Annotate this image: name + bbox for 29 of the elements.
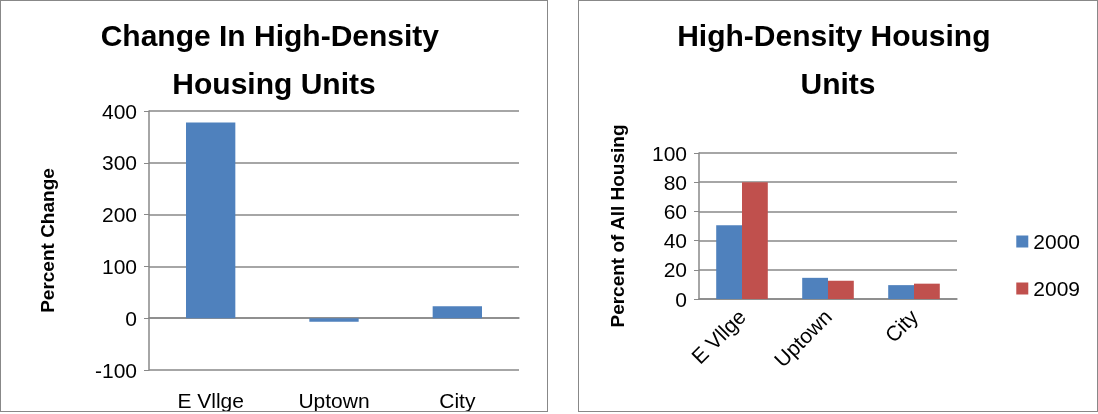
y-tick-label: -100 <box>94 358 137 382</box>
y-tick-label: 80 <box>663 170 687 194</box>
x-tick-label: E Vllge <box>686 304 751 369</box>
bar <box>802 277 828 299</box>
x-tick-label: City <box>880 304 923 347</box>
y-tick-label: 0 <box>675 287 687 311</box>
y-tick-label: 60 <box>663 199 687 223</box>
y-tick-label: 300 <box>101 151 137 175</box>
y-tick-label: 400 <box>101 99 137 123</box>
bar <box>914 283 940 299</box>
y-tick-label: 20 <box>663 258 687 282</box>
legend-label: 2000 <box>1033 230 1080 253</box>
chart-title: High-Density Housing Units <box>677 18 999 100</box>
y-tick-label: 200 <box>101 203 137 227</box>
y-axis-title: Percent of All Housing <box>607 124 628 328</box>
y-tick-label: 100 <box>651 141 687 165</box>
bar <box>828 280 854 299</box>
bar <box>186 122 236 319</box>
chart-title: Change In High-Density Housing Units <box>100 18 448 100</box>
bar <box>888 285 914 299</box>
bar <box>742 182 768 299</box>
bar <box>309 318 359 322</box>
y-axis-title: Percent Change <box>37 168 58 313</box>
bar <box>716 225 742 299</box>
y-tick-label: 100 <box>101 254 137 278</box>
bar <box>432 306 482 319</box>
legend-label: 2009 <box>1033 277 1080 300</box>
y-tick-label: 40 <box>663 229 687 253</box>
y-tick-label: 0 <box>125 306 137 330</box>
